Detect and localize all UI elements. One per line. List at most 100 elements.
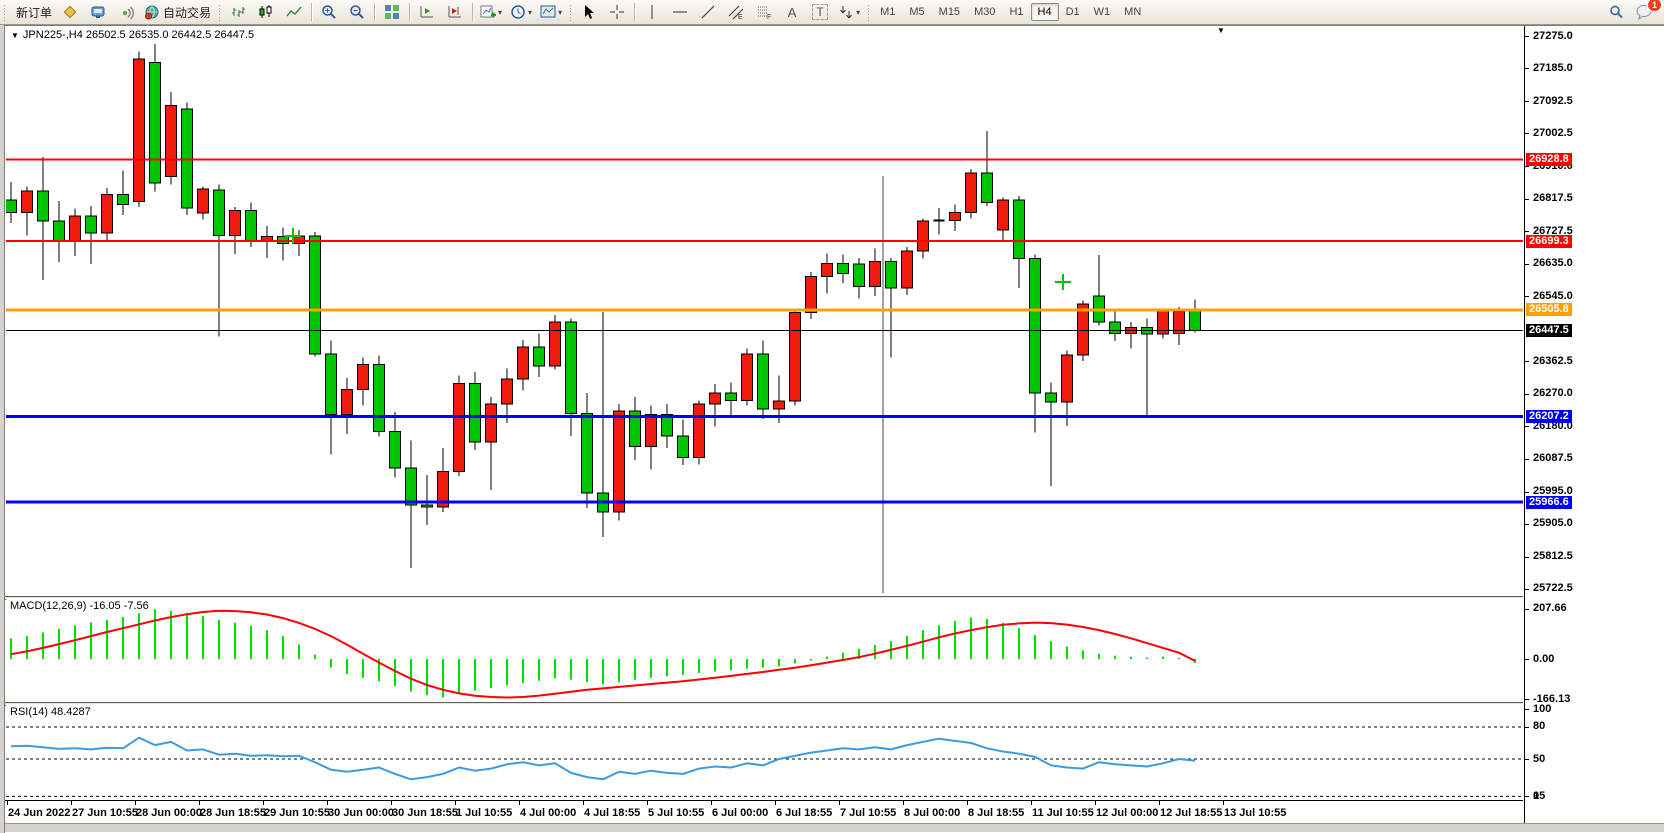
vertical-line-button[interactable] — [639, 1, 665, 23]
price-line-label: 26207.2 — [1526, 409, 1572, 423]
timeframe-H1[interactable]: H1 — [1009, 6, 1024, 18]
new-order-label: 新订单 — [16, 5, 53, 20]
tile-windows-button[interactable] — [379, 1, 405, 23]
trendline-icon — [700, 4, 716, 20]
cursor-button[interactable] — [576, 1, 602, 23]
rsi-tick-label: 0 — [1533, 789, 1540, 802]
toolbar-separator — [311, 3, 313, 21]
metaeditor-button[interactable] — [85, 1, 111, 23]
time-tick-label: 30 Jun 00:00 — [328, 807, 395, 819]
indicator-add-icon — [480, 4, 497, 20]
time-tick-label: 6 Jul 18:55 — [776, 807, 833, 819]
macd-label: MACD(12,26,9) -16.05 -7.56 — [10, 600, 149, 612]
text-button[interactable]: A — [779, 1, 805, 23]
price-tick-label: 25995.0 — [1533, 485, 1573, 498]
timeframe-M1[interactable]: M1 — [880, 6, 896, 18]
indicators-button[interactable]: ▾ — [477, 1, 505, 23]
candlestick-chart-button[interactable] — [253, 1, 279, 23]
rsi-tick — [1525, 709, 1529, 710]
toolbar-grip[interactable] — [866, 3, 872, 21]
candlestick-icon — [258, 4, 274, 20]
horizontal-line-button[interactable] — [667, 1, 693, 23]
toolbar-grip[interactable] — [217, 3, 223, 21]
toolbar-grip[interactable] — [568, 3, 574, 21]
auto-trading-button[interactable]: 自动交易 — [141, 1, 214, 23]
timeframe-MN[interactable]: MN — [1124, 6, 1142, 18]
price-tick — [1525, 361, 1529, 362]
main-chart[interactable] — [6, 26, 1523, 596]
price-tick — [1525, 36, 1529, 37]
rsi-tick — [1525, 759, 1529, 760]
line-chart-button[interactable] — [281, 1, 307, 23]
fibonacci-button[interactable]: F — [751, 1, 777, 23]
fibonacci-icon: F — [756, 4, 772, 20]
time-tick — [1159, 801, 1160, 805]
trendline-button[interactable] — [695, 1, 721, 23]
timeframe-M5[interactable]: M5 — [909, 6, 925, 18]
time-tick-label: 24 Jun 2022 — [8, 807, 71, 819]
templates-button[interactable]: ▾ — [537, 1, 565, 23]
periods-button[interactable]: ▾ — [507, 1, 535, 23]
dropdown-caret: ▾ — [856, 7, 861, 17]
time-tick — [775, 801, 776, 805]
price-tick-label: 26635.0 — [1533, 257, 1573, 270]
price-tick-label: 27275.0 — [1533, 29, 1573, 42]
gold-chart-button[interactable] — [57, 1, 83, 23]
line-chart-icon — [286, 4, 302, 20]
time-axis[interactable]: 24 Jun 2022 27 Jun 10:55 28 Jun 00:00 28 Ju… — [5, 800, 1523, 823]
price-tick — [1525, 556, 1529, 558]
time-tick — [647, 801, 648, 805]
timeframe-M15[interactable]: M15 — [938, 6, 961, 18]
time-tick-label: 28 Jun 00:00 — [136, 807, 203, 819]
time-tick — [583, 801, 584, 805]
chart-shift-icon — [447, 4, 463, 20]
channel-button[interactable]: E — [723, 1, 749, 23]
chart-shift-button[interactable] — [442, 1, 468, 23]
signals-button[interactable] — [113, 1, 139, 23]
price-tick-label: 27092.5 — [1533, 94, 1573, 107]
vertical-line-icon — [644, 4, 660, 20]
chart-shift-marker[interactable]: ▼ — [1217, 26, 1225, 35]
price-tick-label: 26545.0 — [1533, 289, 1573, 302]
auto-trading-label: 自动交易 — [163, 5, 212, 20]
equidistant-channel-icon: E — [728, 4, 744, 20]
price-line-label: 26699.3 — [1526, 234, 1572, 248]
zoom-in-button[interactable] — [316, 1, 342, 23]
price-tick — [1525, 296, 1529, 297]
toolbar-grip[interactable] — [2, 3, 7, 21]
zoom-out-button[interactable] — [344, 1, 370, 23]
symbol-header[interactable]: ▼ JPN225-,H4 26502.5 26535.0 26442.5 2644… — [11, 29, 254, 41]
text-label-button[interactable]: T — [807, 1, 833, 23]
zoom-in-icon — [321, 4, 337, 20]
price-tick — [1525, 588, 1529, 590]
price-axis[interactable]: 27275.027185.027092.527002.526910.026817… — [1525, 26, 1664, 826]
symbol-dropdown-icon[interactable]: ▼ — [11, 31, 19, 40]
time-tick — [711, 801, 712, 805]
crosshair-button[interactable] — [604, 1, 630, 23]
timeframe-M30[interactable]: M30 — [974, 6, 996, 18]
bar-chart-button[interactable] — [225, 1, 251, 23]
chart-forward-icon — [419, 4, 435, 20]
timeframe-H4[interactable]: H4 — [1030, 3, 1059, 21]
timeframe-W1[interactable]: W1 — [1093, 6, 1111, 18]
search-button[interactable] — [1603, 1, 1629, 23]
arrows-button[interactable]: ▾ — [835, 1, 863, 23]
dropdown-caret: ▾ — [528, 7, 533, 17]
chat-button[interactable]: 1 — [1631, 0, 1662, 23]
notification-badge: 1 — [1646, 0, 1662, 12]
svg-text:F: F — [767, 14, 771, 20]
macd-tick-label: -166.13 — [1533, 692, 1571, 705]
time-tick — [199, 801, 200, 805]
price-tick — [1525, 426, 1529, 427]
price-tick — [1525, 458, 1529, 460]
macd-panel[interactable] — [6, 598, 1523, 702]
time-tick — [1095, 801, 1096, 805]
price-tick-label: 26817.5 — [1533, 192, 1573, 205]
rsi-panel[interactable] — [6, 704, 1523, 800]
timeframe-D1[interactable]: D1 — [1065, 6, 1080, 18]
chart-forward-button[interactable] — [414, 1, 440, 23]
new-order-button[interactable]: 新订单 — [10, 1, 55, 23]
axis-border — [1524, 26, 1525, 826]
time-tick-label: 7 Jul 10:55 — [840, 807, 897, 819]
